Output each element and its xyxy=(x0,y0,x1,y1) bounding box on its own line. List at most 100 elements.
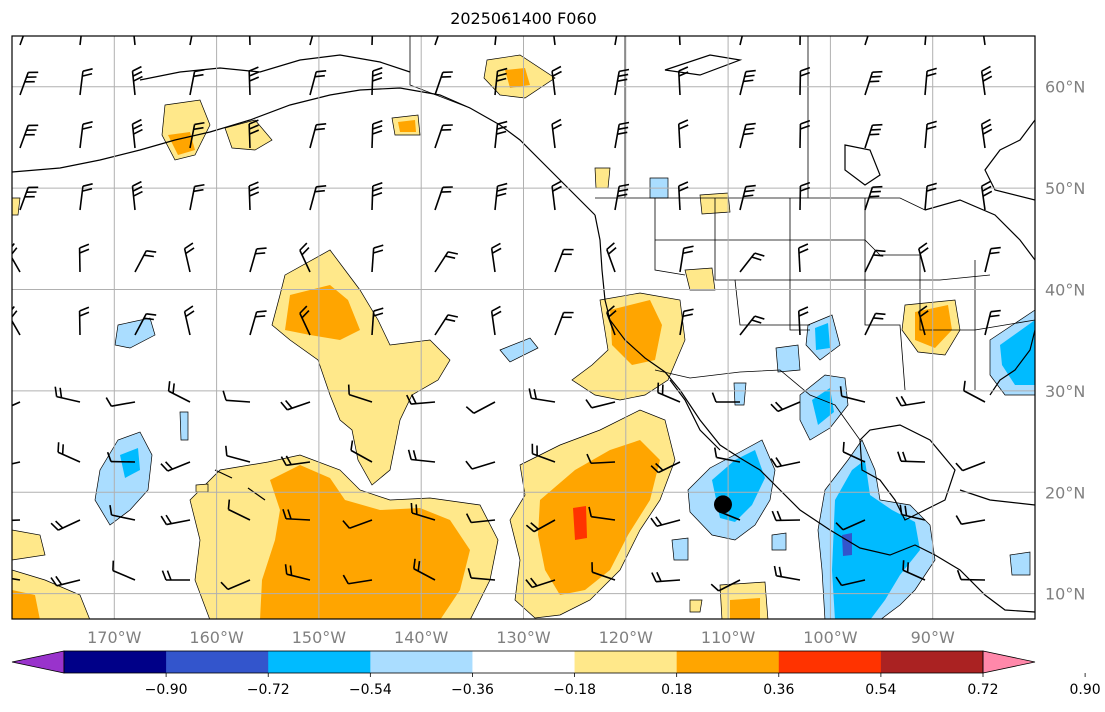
wind-barb xyxy=(299,242,311,273)
wind-barb xyxy=(131,180,143,211)
wind-barb xyxy=(657,382,681,403)
wind-barb xyxy=(434,314,459,336)
state-border xyxy=(654,198,686,276)
negative-region xyxy=(771,532,787,551)
negative-region-strong xyxy=(120,448,140,478)
wind-barb xyxy=(797,243,809,273)
colorbar-tick-label: 0.90 xyxy=(1070,682,1101,698)
wind-barb xyxy=(739,315,765,336)
wind-barb xyxy=(739,36,744,46)
state-border xyxy=(789,198,810,331)
country-border xyxy=(654,369,861,441)
wind-barb xyxy=(406,394,436,405)
wind-barb xyxy=(225,445,251,463)
longitude-tick-label: 130°W xyxy=(496,628,551,647)
wind-barb xyxy=(189,121,205,149)
wind-barb xyxy=(799,181,811,211)
wind-barb xyxy=(525,577,556,589)
wind-barb xyxy=(19,36,25,46)
state-border xyxy=(714,198,810,326)
positive-region xyxy=(195,483,209,493)
wind-barb xyxy=(371,182,383,211)
state-border xyxy=(864,198,906,391)
wind-barb xyxy=(494,36,497,46)
wind-barb xyxy=(248,66,260,96)
wind-barb xyxy=(133,36,136,46)
map-title: 2025061400 F060 xyxy=(450,9,597,28)
wind-barb xyxy=(678,36,681,46)
coastline xyxy=(214,469,233,479)
wind-barb xyxy=(924,36,927,46)
colorbar-tick-label: −0.90 xyxy=(145,682,188,698)
wind-barb xyxy=(413,558,436,581)
wind-barb xyxy=(434,251,459,273)
positive-region-strong xyxy=(730,598,760,619)
colorbar-outline xyxy=(63,650,984,674)
wind-barb xyxy=(280,455,311,467)
wind-barb xyxy=(864,36,869,46)
colorbar-tick-label: 0.18 xyxy=(661,682,692,698)
wind-barb xyxy=(963,380,986,403)
colorbar-extend-high xyxy=(982,650,1036,674)
wind-barb xyxy=(160,514,191,526)
wind-barb xyxy=(78,243,90,273)
coastline xyxy=(669,379,721,451)
wind-barb xyxy=(585,399,616,409)
positive-region xyxy=(224,119,273,151)
state-border xyxy=(735,274,991,281)
wind-barb xyxy=(984,309,1001,336)
wind-barb xyxy=(902,560,926,581)
gridline-layer xyxy=(12,36,1035,619)
wind-barb xyxy=(918,242,929,273)
wind-barb xyxy=(591,562,616,581)
wind-barb xyxy=(677,181,689,211)
wind-barb xyxy=(770,401,801,413)
wind-barb xyxy=(614,183,630,211)
wind-barb xyxy=(134,313,157,336)
wind-barb xyxy=(494,182,508,211)
wind-barb xyxy=(771,510,801,522)
positive-region-strong xyxy=(610,300,662,365)
wind-barb xyxy=(554,248,574,273)
positive-region-strong xyxy=(285,285,360,340)
wind-barb xyxy=(284,564,311,581)
wind-barb xyxy=(248,36,251,46)
wind-barb xyxy=(797,306,809,336)
wind-barb xyxy=(309,185,327,211)
wind-barb xyxy=(249,310,267,336)
wind-barb xyxy=(79,121,93,149)
wind-barb xyxy=(249,247,267,273)
wind-barb xyxy=(955,461,986,472)
positive-region xyxy=(12,197,21,216)
wind-barb xyxy=(465,460,496,470)
wind-barb xyxy=(606,305,617,336)
wind-barb xyxy=(528,388,556,403)
negative-region-strong xyxy=(812,388,834,425)
colorbar-tick-label: −0.18 xyxy=(553,682,596,698)
latitude-tick-label: 60°N xyxy=(1045,78,1085,97)
wind-barb xyxy=(650,516,681,527)
wind-barb xyxy=(773,565,801,581)
wind-barb xyxy=(711,392,740,403)
negative-region xyxy=(179,411,189,441)
wind-barb xyxy=(12,305,21,336)
colorbar-tick-label: −0.72 xyxy=(247,682,290,698)
wind-barb xyxy=(309,36,314,46)
wind-barb xyxy=(606,242,617,273)
wind-barb xyxy=(864,185,883,211)
wind-barb xyxy=(79,183,93,211)
map-frame xyxy=(11,35,1036,620)
longitude-tick-label: 150°W xyxy=(292,628,347,647)
coastline xyxy=(247,487,266,501)
longitude-tick-label: 90°W xyxy=(911,628,955,647)
coastline xyxy=(924,199,1035,261)
wind-barb xyxy=(347,384,373,403)
wind-barb xyxy=(12,461,21,465)
wind-barb xyxy=(309,123,327,149)
longitude-tick-label: 160°W xyxy=(189,628,244,647)
coastline xyxy=(989,329,1035,396)
wind-barb xyxy=(924,67,937,96)
negative-region xyxy=(733,382,747,406)
wind-barb xyxy=(899,504,926,521)
wind-barb xyxy=(112,560,136,581)
